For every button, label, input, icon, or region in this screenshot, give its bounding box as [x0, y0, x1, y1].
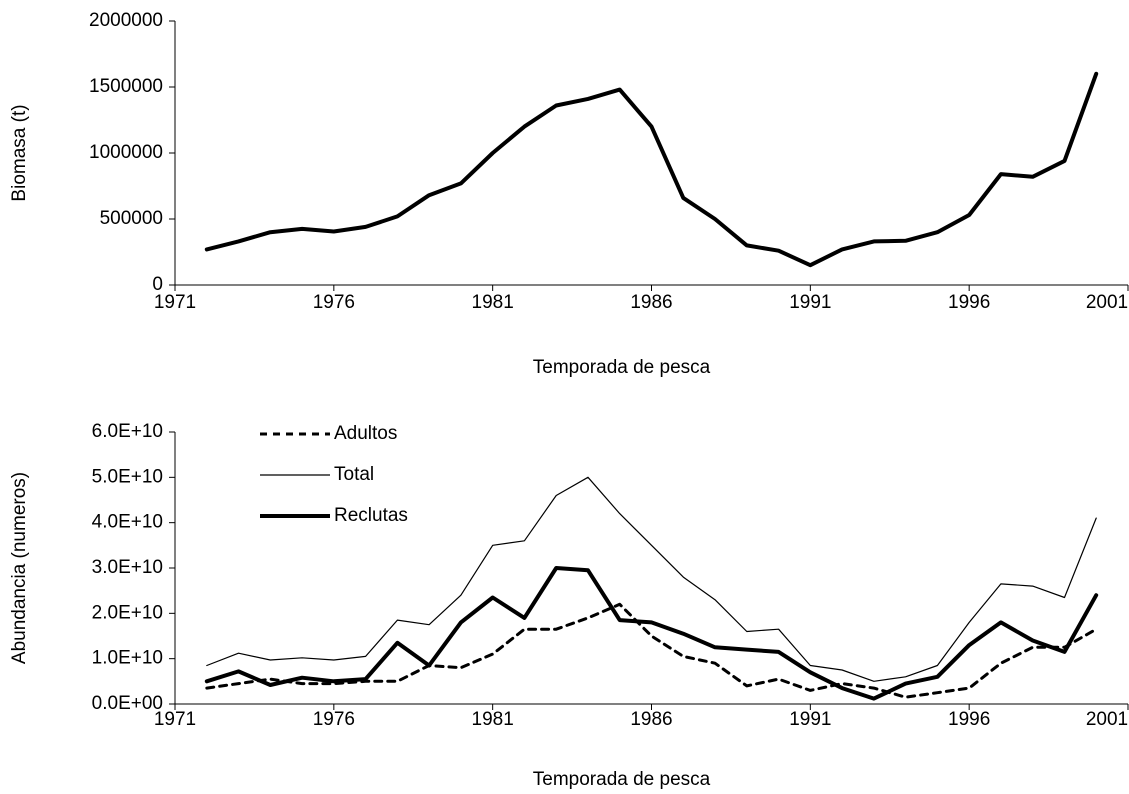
x-tick-label: 1991 [789, 292, 831, 313]
y-tick-label: 0 [152, 274, 163, 295]
legend-label: Reclutas [334, 505, 408, 526]
x-axis-title: Temporada de pesca [533, 357, 711, 378]
y-tick-label: 0.0E+00 [92, 693, 163, 714]
x-tick-label: 1986 [630, 292, 672, 313]
series-line [205, 602, 1098, 699]
series-line [204, 566, 1099, 701]
x-tick-label: 1976 [313, 709, 355, 730]
x-tick-label: 2001 [1086, 709, 1128, 730]
x-tick-label: 1971 [154, 292, 196, 313]
x-tick-label: 1986 [630, 709, 672, 730]
series-line [204, 71, 1099, 268]
y-axis-title: Abundancia (numeros) [9, 472, 30, 664]
y-tick-label: 4.0E+10 [92, 512, 163, 533]
y-tick-label: 6.0E+10 [92, 421, 163, 442]
y-tick-label: 2.0E+10 [92, 602, 163, 623]
legend-label: Adultos [334, 423, 397, 444]
y-tick-label: 3.0E+10 [92, 557, 163, 578]
y-axis-title: Biomasa (t) [9, 104, 30, 201]
x-tick-label: 1971 [154, 709, 196, 730]
y-tick-label: 1500000 [89, 76, 163, 97]
x-tick-label: 2001 [1086, 292, 1128, 313]
legend-label: Total [334, 464, 374, 485]
x-tick-label: 1976 [313, 292, 355, 313]
y-tick-label: 5.0E+10 [92, 466, 163, 487]
x-tick-label: 1981 [472, 292, 514, 313]
y-tick-label: 2000000 [89, 10, 163, 31]
x-tick-label: 1981 [472, 709, 514, 730]
x-tick-label: 1996 [948, 292, 990, 313]
series-line [206, 476, 1097, 682]
y-tick-label: 1.0E+10 [92, 648, 163, 669]
x-tick-label: 1991 [789, 709, 831, 730]
x-tick-label: 1996 [948, 709, 990, 730]
y-tick-label: 500000 [100, 208, 163, 229]
y-tick-label: 1000000 [89, 142, 163, 163]
x-axis-title: Temporada de pesca [533, 769, 711, 790]
